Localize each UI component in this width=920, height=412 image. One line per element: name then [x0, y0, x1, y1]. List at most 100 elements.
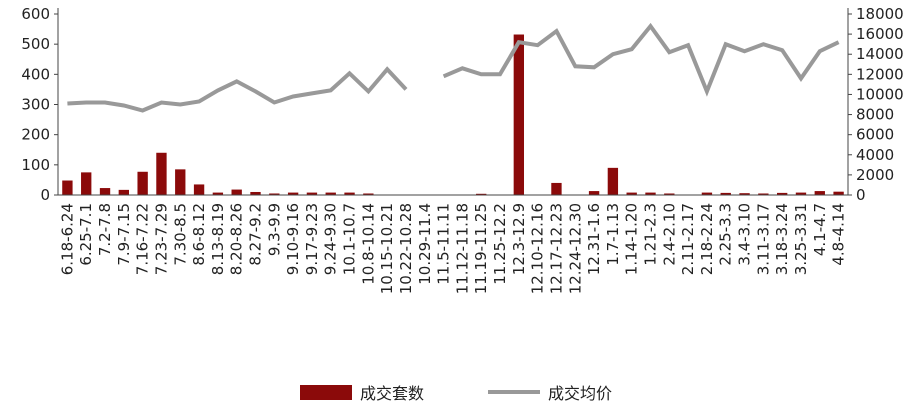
bar [250, 191, 261, 195]
legend: 成交套数 成交均价 [300, 384, 612, 403]
bar [720, 192, 731, 195]
x-tick-label: 7.2-7.8 [96, 203, 114, 256]
bar [269, 193, 280, 195]
x-tick-label: 9.3-9.9 [265, 203, 283, 256]
x-tick-label: 9.10-9.16 [284, 203, 302, 275]
x-tick-label: 10.29-11.4 [416, 203, 434, 285]
bar [231, 189, 242, 195]
right-tick-label: 8000 [856, 106, 894, 124]
right-tick-label: 2000 [856, 166, 894, 184]
bar [795, 192, 807, 195]
x-tick-label: 6.18-6.24 [58, 203, 76, 275]
bar [664, 193, 675, 195]
x-tick-label: 12.24-12.30 [566, 203, 584, 294]
bar [626, 192, 637, 195]
x-tick-label: 6.25-7.1 [77, 203, 95, 266]
x-tick-label: 2.11-2.17 [679, 203, 697, 275]
right-tick-label: 12000 [856, 65, 904, 83]
bar [588, 191, 600, 195]
bar [175, 169, 186, 195]
x-tick-label: 10.22-10.28 [397, 203, 415, 294]
bar [363, 193, 374, 195]
right-tick-label: 4000 [856, 146, 894, 164]
line-segment [67, 66, 408, 113]
x-tick-label: 3.4-3.10 [736, 203, 754, 266]
right-tick-label: 0 [856, 186, 866, 204]
left-tick-label: 100 [21, 156, 50, 174]
x-tick-label: 8.20-8.26 [228, 203, 246, 275]
line-segment [442, 22, 840, 97]
left-tick-label: 200 [21, 126, 50, 144]
bar [99, 188, 111, 195]
x-tick-label: 8.27-9.2 [247, 203, 265, 266]
x-tick-label: 12.17-12.23 [547, 203, 565, 294]
bar [325, 192, 336, 195]
x-tick-label: 7.9-7.15 [115, 203, 133, 266]
bar [62, 180, 73, 195]
bar [645, 192, 656, 195]
x-tick-label: 3.11-3.17 [754, 203, 772, 275]
x-tick-label: 10.15-10.21 [378, 203, 396, 294]
bar [156, 152, 167, 195]
bar [137, 171, 148, 195]
bar [776, 192, 788, 195]
left-tick-label: 0 [40, 186, 50, 204]
bar-series-group [62, 34, 844, 195]
bar [701, 192, 713, 195]
bar [814, 191, 825, 195]
bar [81, 172, 92, 195]
x-tick-label: 10.1-10.7 [341, 203, 359, 275]
bar [306, 192, 318, 195]
x-tick-label: 10.8-10.14 [359, 203, 377, 285]
x-tick-label: 8.13-8.19 [209, 203, 227, 275]
legend-line-label: 成交均价 [548, 384, 612, 403]
x-tick-label: 8.6-8.12 [190, 203, 208, 266]
bar [287, 192, 299, 195]
bar [118, 189, 130, 195]
x-tick-label: 11.19-11.25 [472, 203, 490, 294]
bar [212, 192, 224, 195]
x-tick-label: 11.25-12.2 [491, 203, 509, 285]
legend-bar-swatch [300, 385, 352, 400]
right-tick-label: 10000 [856, 85, 904, 103]
legend-bar-label: 成交套数 [360, 384, 424, 403]
x-tick-label: 11.12-11.18 [453, 203, 471, 294]
left-tick-label: 400 [21, 65, 50, 83]
right-tick-label: 6000 [856, 126, 894, 144]
x-tick-label: 7.23-7.29 [152, 203, 170, 275]
bar [344, 192, 355, 195]
x-tick-label: 3.18-3.24 [773, 203, 791, 275]
right-tick-label: 16000 [856, 25, 904, 43]
right-tick-label: 18000 [856, 5, 904, 23]
x-tick-label: 12.3-12.9 [510, 203, 528, 275]
x-tick-label: 4.8-4.14 [830, 203, 848, 266]
bar [551, 182, 562, 195]
x-tick-label: 2.18-2.24 [698, 203, 716, 275]
left-tick-label: 500 [21, 35, 50, 53]
axes-group: 0100200300400500600020004000600080001000… [21, 5, 903, 204]
x-tick-label: 4.1-4.7 [811, 203, 829, 256]
bar [739, 193, 750, 195]
x-tick-label: 12.31-1.6 [585, 203, 603, 275]
left-tick-label: 300 [21, 96, 50, 114]
bar [607, 167, 619, 195]
x-tick-label: 3.25-3.31 [792, 203, 810, 275]
bar [193, 184, 205, 195]
x-tick-label: 12.10-12.16 [529, 203, 547, 294]
x-tick-label: 2.25-3.3 [717, 203, 735, 266]
bar [513, 34, 525, 195]
bar [476, 193, 487, 195]
x-tick-label: 11.5-11.11 [435, 203, 453, 285]
x-tick-label: 9.17-9.23 [303, 203, 321, 275]
right-tick-label: 14000 [856, 45, 904, 63]
x-tick-labels: 6.18-6.24 6.25-7.1 7.2-7.8 7.9-7.15 7.16-7.2… [58, 203, 847, 294]
x-tick-label: 2.4-2.10 [660, 203, 678, 266]
x-tick-label: 1.21-2.3 [642, 203, 660, 266]
bar [833, 191, 844, 195]
line-series-group [67, 22, 840, 113]
x-tick-label: 7.30-8.5 [171, 203, 189, 266]
x-tick-label: 7.16-7.22 [134, 203, 152, 275]
x-tick-label: 1.14-1.20 [623, 203, 641, 275]
left-tick-label: 600 [21, 5, 50, 23]
